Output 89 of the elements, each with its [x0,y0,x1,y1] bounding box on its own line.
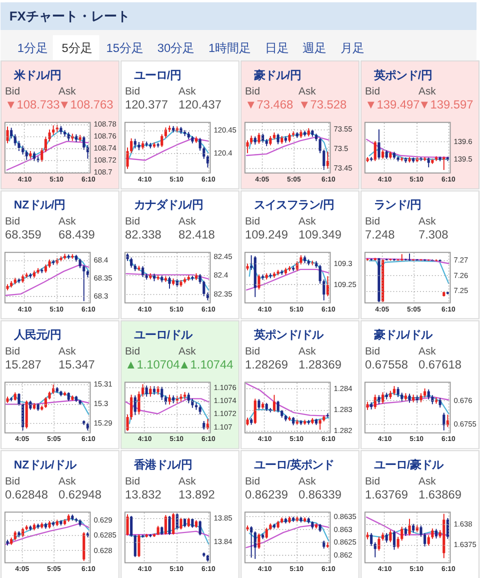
text: ▼139.597 [418,98,474,112]
chart-title: 英ポンド/円 [372,68,432,82]
text: Bid [4,216,20,228]
text: 0.86339 [298,487,342,502]
text: ▲1.10704 [124,357,180,372]
text: Ask [418,476,437,488]
text: Ask [58,216,77,228]
text: 1分足 [17,40,48,55]
text: 82.338 [124,227,162,242]
text: 15.287 [4,357,42,372]
chart-title: NZドル/円 [14,200,66,212]
text: 109.249 [244,227,288,242]
text: Bid [364,86,380,98]
text: ▼73.468 [244,98,294,112]
text: Bid [364,476,380,488]
text: 0.67558 [364,357,408,372]
text: 1.63869 [418,487,462,502]
text: Ask [298,346,317,358]
text: 5分足 [62,40,92,55]
chart-title: 豪ドル/ドル [372,328,434,342]
chart-title: ユーロ/英ポンド [254,458,334,472]
text: Bid [4,346,20,358]
text: 1.28369 [298,357,342,372]
chart-title: NZドル/ドル [14,460,78,472]
chart-title: ユーロ/ドル [134,330,194,342]
text: Bid [124,86,140,98]
text: 0.86239 [244,487,288,502]
text: 0.62948 [58,487,102,502]
text: Ask [418,86,437,98]
text: Ask [178,86,197,98]
text: 68.359 [4,227,42,242]
text: 0.62848 [4,487,48,502]
text: 7.248 [364,227,396,242]
text: ▲1.10744 [178,357,234,372]
text: 13.832 [124,487,162,502]
chart-title: ランド/円 [374,200,422,212]
chart-title: 英ポンド/ドル [252,328,324,342]
text: ▼73.528 [298,98,348,112]
text: 109.349 [298,227,342,242]
text: FXチャート・レート [9,8,130,24]
text: Bid [244,476,260,488]
text: 15分足 [106,40,144,55]
chart-title: 豪ドル/円 [252,68,302,82]
text: Bid [124,476,140,488]
text: Ask [418,346,437,358]
text: ▼108.763 [58,98,114,112]
text: Bid [244,86,260,98]
text: Bid [4,86,20,98]
text: Ask [178,476,197,488]
text: 7.308 [418,227,449,242]
text: Bid [244,216,260,228]
text: Bid [124,346,140,358]
text: Ask [58,86,77,98]
text: 120.377 [124,98,168,112]
text: 13.892 [178,487,216,502]
chart-title: カナダドル/円 [134,198,204,212]
text: 30分足 [157,40,195,55]
text: 1.63769 [364,487,408,502]
chart-title: 人民元/円 [12,330,62,342]
text: 日足 [264,40,289,55]
text: Ask [58,476,77,488]
text: 0.67618 [418,357,462,372]
text: 15.347 [58,357,96,372]
text: Bid [364,216,380,228]
text: Bid [244,346,260,358]
text: Ask [298,216,317,228]
text: 週足 [302,40,327,55]
chart-title: スイスフラン/円 [254,200,334,212]
text: 1時間足 [208,40,252,55]
chart-title: ユーロ/円 [134,70,182,82]
text: 1.28269 [244,357,288,372]
chart-title: 香港ドル/円 [132,458,192,472]
text: ▼108.733 [4,98,60,112]
chart-title: ユーロ/豪ドル [374,458,444,472]
text: 月足 [340,40,364,55]
text: Ask [58,346,77,358]
text: 68.439 [58,227,96,242]
text: Bid [124,216,140,228]
text: 120.437 [178,98,222,112]
text: Ask [418,216,437,228]
chart-title: 米ドル/円 [12,68,62,82]
text: Bid [4,476,20,488]
text: ▼139.497 [364,98,420,112]
text: Ask [298,86,317,98]
text: Bid [364,346,380,358]
text: Ask [178,346,197,358]
text: 82.418 [178,227,216,242]
text: Ask [178,216,197,228]
text: Ask [298,476,317,488]
